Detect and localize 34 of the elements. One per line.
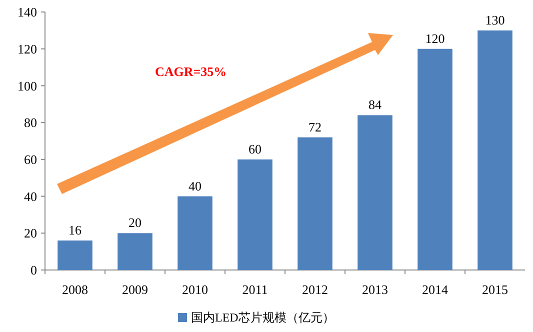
y-tick-label: 140: [18, 4, 37, 20]
x-tick-label: 2008: [62, 282, 88, 297]
data-label: 40: [188, 178, 202, 194]
data-label: 16: [68, 222, 82, 238]
x-tick-label: 2015: [482, 282, 508, 297]
data-label: 120: [425, 30, 445, 46]
x-tick-label: 2010: [182, 282, 208, 297]
bar: [358, 115, 392, 270]
y-tick-label: 100: [18, 78, 37, 94]
x-tick-label: 2013: [362, 282, 388, 297]
x-tick-label: 2014: [422, 282, 448, 297]
bar: [58, 240, 92, 270]
legend-label: 国内LED芯片规模（亿元）: [191, 310, 334, 324]
x-tick-label: 2012: [302, 282, 328, 297]
y-tick-label: 20: [24, 226, 37, 241]
y-tick-label: 60: [24, 152, 37, 167]
data-label: 60: [248, 141, 262, 156]
data-label: 20: [128, 215, 142, 230]
data-label: 84: [368, 97, 382, 112]
bar: [178, 196, 212, 270]
bar: [418, 48, 452, 270]
x-tick-label: 2009: [122, 282, 148, 297]
bar: [238, 159, 272, 270]
data-label: 72: [308, 119, 322, 134]
x-tick-label: 2011: [242, 282, 268, 297]
bar: [118, 233, 152, 270]
y-tick-label: 80: [24, 115, 37, 130]
bar: [478, 30, 512, 270]
bar: [298, 137, 332, 270]
annotation: CAGR=35%: [155, 64, 227, 79]
data-label: 130: [485, 12, 505, 28]
y-tick-label: 120: [18, 41, 37, 56]
y-tick-label: 40: [24, 188, 37, 204]
y-tick-label: 0: [30, 262, 37, 278]
